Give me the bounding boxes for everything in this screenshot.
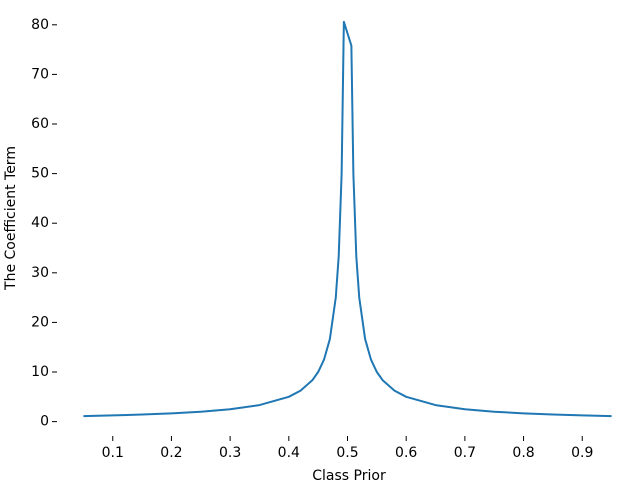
x-tick-label: 0.8	[512, 445, 534, 461]
x-tick-label: 0.4	[278, 445, 300, 461]
x-tick-label: 0.1	[102, 445, 124, 461]
x-axis-label: Class Prior	[312, 468, 386, 484]
y-axis-label: The Coefficient Term	[3, 146, 19, 291]
x-tick-label: 0.5	[336, 445, 358, 461]
y-tick-label: 20	[31, 314, 49, 330]
x-tick-label: 0.7	[454, 445, 476, 461]
x-tick-label: 0.3	[219, 445, 241, 461]
x-tick-label: 0.9	[571, 445, 593, 461]
x-tick-label: 0.2	[160, 445, 182, 461]
y-tick-label: 60	[31, 116, 49, 132]
x-tick-label: 0.6	[395, 445, 417, 461]
y-tick-label: 80	[31, 17, 49, 33]
y-tick-label: 50	[31, 166, 49, 182]
line	[83, 20, 612, 418]
y-tick-label: 10	[31, 364, 49, 380]
y-tick-label: 40	[31, 215, 49, 231]
y-tick-label: 70	[31, 66, 49, 82]
y-tick-label: 0	[40, 414, 49, 430]
y-tick-label: 30	[31, 265, 49, 281]
